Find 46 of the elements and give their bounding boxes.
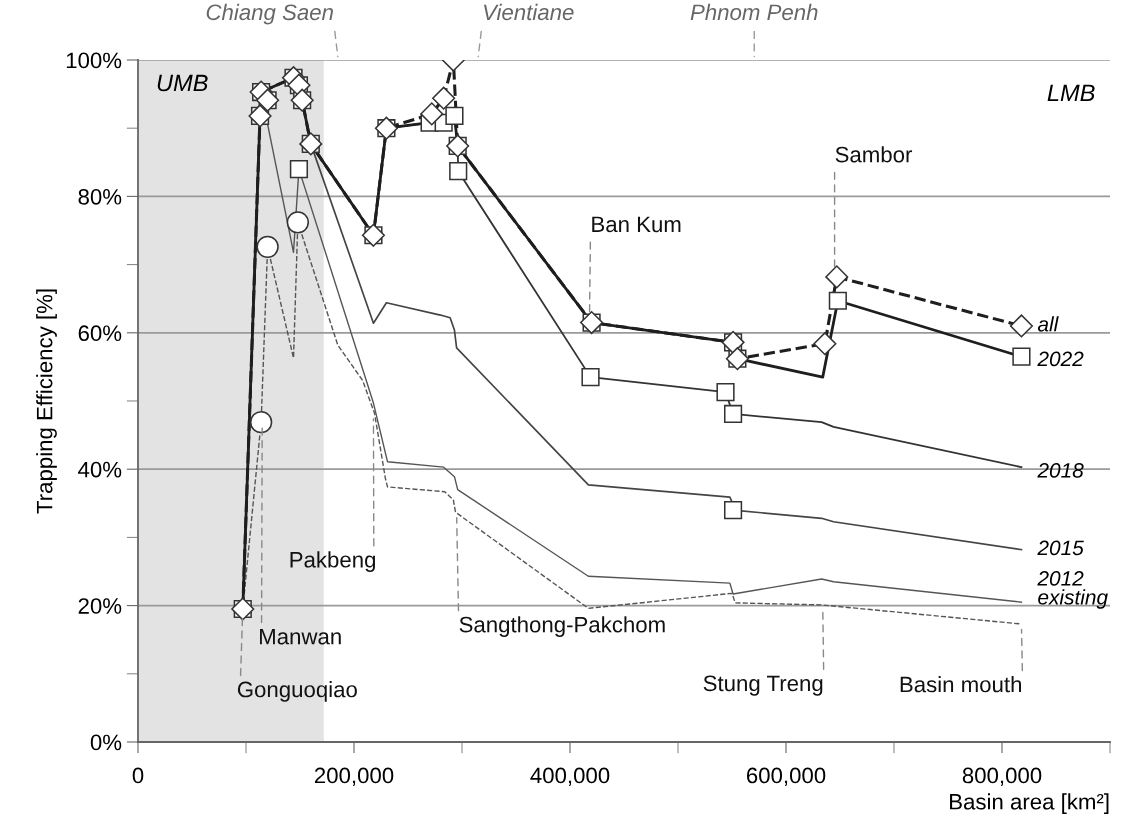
text: Chiang Saen <box>206 3 333 25</box>
annotation: Ban Kum <box>592 216 681 233</box>
point <box>249 410 273 434</box>
x-tick-label: 0 <box>132 767 144 784</box>
point <box>420 102 444 126</box>
point <box>825 265 849 289</box>
x-tick-label: 400,000 <box>530 767 610 786</box>
point <box>723 404 743 424</box>
point <box>813 332 837 356</box>
point <box>289 160 309 179</box>
annotation: Sambor <box>835 146 913 163</box>
y-tick-label: 20% <box>78 598 122 614</box>
text: Vientiane <box>484 3 574 21</box>
series-label: 2015 <box>1037 540 1084 556</box>
band-label: UMB <box>157 74 208 92</box>
point <box>449 162 468 181</box>
point <box>445 106 464 126</box>
series-label: 2012 <box>1037 571 1084 586</box>
y-tick-label: 100% <box>66 52 122 69</box>
y-axis-title: Trapping Efficiency [%] <box>36 289 57 514</box>
text: Phnom Penh <box>690 3 818 21</box>
series-label: 2022 <box>1037 351 1084 367</box>
y-tick-label: 80% <box>78 188 122 205</box>
point <box>828 291 847 310</box>
point <box>286 211 310 234</box>
point <box>723 501 743 520</box>
y-tick-label: 60% <box>78 325 122 342</box>
y-tick-label: 40% <box>78 461 122 478</box>
annotation: Pakbeng <box>290 551 376 572</box>
point <box>256 235 279 259</box>
point <box>1009 314 1034 338</box>
annotation: Gonguoqiao <box>237 681 357 702</box>
series-label: all <box>1037 316 1059 332</box>
x-tick-label: 600,000 <box>746 767 826 786</box>
x-tick-label: 200,000 <box>314 767 394 786</box>
annotation: Sangthong-Pakchom <box>459 616 665 637</box>
series-label: 2018 <box>1037 462 1084 478</box>
annotation: Stung Treng <box>703 675 823 696</box>
y-tick-label: 0% <box>90 734 122 751</box>
series-label: existing <box>1038 589 1108 609</box>
annotation: Basin mouth <box>900 676 1021 693</box>
annotation: Manwan <box>260 628 341 645</box>
annotation: LMB <box>1047 84 1095 101</box>
x-tick-label: 800,000 <box>962 767 1042 786</box>
x-axis-title: Basin area [km²] <box>950 793 1109 814</box>
point <box>432 86 456 110</box>
